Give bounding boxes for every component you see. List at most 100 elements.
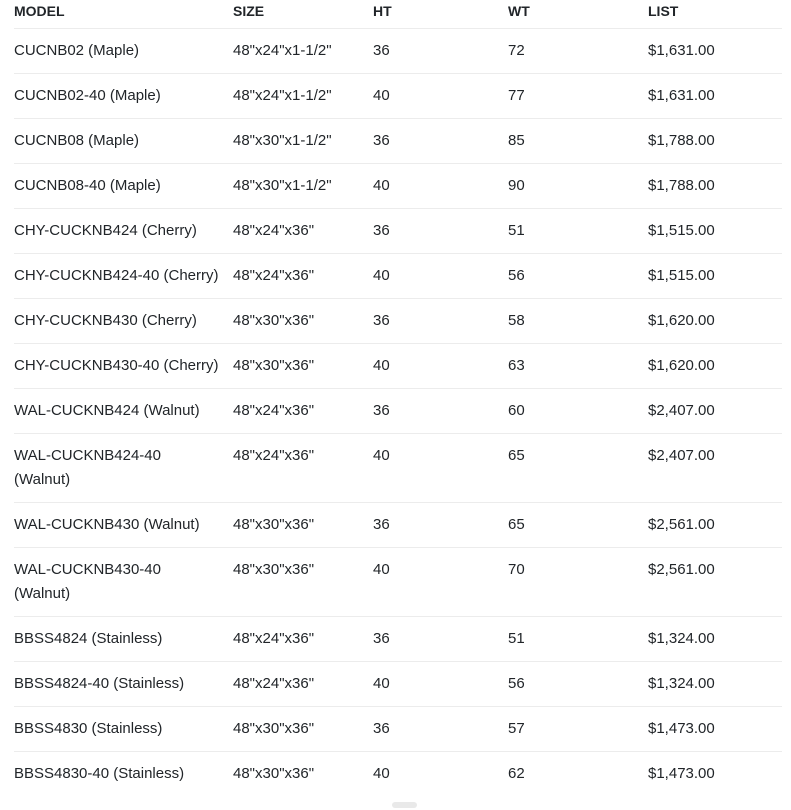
cell-list: $1,788.00 (648, 118, 782, 164)
cell-list: $1,515.00 (648, 253, 782, 299)
cell-model: CUCNB08-40 (Maple) (14, 163, 233, 209)
cell-size: 48"x24"x36" (233, 388, 373, 434)
cell-model: CUCNB08 (Maple) (14, 118, 233, 164)
cell-model: BBSS4830 (Stainless) (14, 706, 233, 752)
cell-ht: 36 (373, 208, 508, 254)
cell-ht: 36 (373, 388, 508, 434)
table-row: CHY-CUCKNB424-40 (Cherry) 48"x24"x36" 40 56… (14, 253, 782, 299)
cell-model: WAL-CUCKNB424 (Walnut) (14, 388, 233, 434)
cell-size: 48"x30"x36" (233, 502, 373, 548)
cell-list: $2,561.00 (648, 547, 782, 617)
cell-wt: 70 (508, 547, 648, 617)
cell-size: 48"x24"x36" (233, 253, 373, 299)
cell-ht: 40 (373, 253, 508, 299)
table-row: BBSS4830-40 (Stainless) 48"x30"x36" 40 62 $1… (14, 751, 782, 796)
cell-list: $1,515.00 (648, 208, 782, 254)
cell-ht: 36 (373, 616, 508, 662)
cell-list: $1,631.00 (648, 28, 782, 74)
table-row: WAL-CUCKNB424-40 (Walnut) 48"x24"x36" 40 65… (14, 433, 782, 503)
cell-model: BBSS4830-40 (Stainless) (14, 751, 233, 796)
cell-size: 48"x30"x36" (233, 343, 373, 389)
cell-ht: 40 (373, 163, 508, 209)
table-row: CHY-CUCKNB430-40 (Cherry) 48"x30"x36" 40 63… (14, 343, 782, 389)
cell-model: CHY-CUCKNB424 (Cherry) (14, 208, 233, 254)
cell-size: 48"x24"x1-1/2" (233, 73, 373, 119)
cell-list: $2,407.00 (648, 433, 782, 503)
cell-wt: 57 (508, 706, 648, 752)
cell-wt: 60 (508, 388, 648, 434)
cell-ht: 40 (373, 751, 508, 796)
cell-wt: 77 (508, 73, 648, 119)
cell-ht: 40 (373, 433, 508, 503)
column-header-list: LIST (648, 0, 782, 29)
cell-model: WAL-CUCKNB424-40 (Walnut) (14, 433, 233, 503)
cell-list: $1,473.00 (648, 751, 782, 796)
cell-wt: 65 (508, 502, 648, 548)
table-row: CUCNB02 (Maple) 48"x24"x1-1/2" 36 72 $1,631.… (14, 28, 782, 74)
column-header-model: MODEL (14, 0, 233, 29)
table-row: CHY-CUCKNB430 (Cherry) 48"x30"x36" 36 58 $1,… (14, 298, 782, 344)
cell-model: WAL-CUCKNB430-40 (Walnut) (14, 547, 233, 617)
cell-ht: 36 (373, 298, 508, 344)
cell-wt: 63 (508, 343, 648, 389)
cell-wt: 58 (508, 298, 648, 344)
table-row: CHY-CUCKNB424 (Cherry) 48"x24"x36" 36 51 $1,… (14, 208, 782, 254)
cell-size: 48"x30"x1-1/2" (233, 163, 373, 209)
cell-list: $1,620.00 (648, 343, 782, 389)
product-price-table: MODEL SIZE HT WT LIST CUCNB02 (Maple) 48"… (14, 0, 782, 796)
cell-ht: 40 (373, 73, 508, 119)
cell-size: 48"x30"x36" (233, 751, 373, 796)
cell-list: $2,561.00 (648, 502, 782, 548)
table-row: WAL-CUCKNB424 (Walnut) 48"x24"x36" 36 60 $2,… (14, 388, 782, 434)
cell-size: 48"x30"x36" (233, 547, 373, 617)
cell-size: 48"x24"x1-1/2" (233, 28, 373, 74)
cell-size: 48"x24"x36" (233, 661, 373, 707)
cell-size: 48"x24"x36" (233, 208, 373, 254)
cell-ht: 40 (373, 547, 508, 617)
cell-ht: 40 (373, 661, 508, 707)
column-header-wt: WT (508, 0, 648, 29)
cell-ht: 40 (373, 343, 508, 389)
cell-model: BBSS4824-40 (Stainless) (14, 661, 233, 707)
cell-model: CHY-CUCKNB430 (Cherry) (14, 298, 233, 344)
table-row: BBSS4824-40 (Stainless) 48"x24"x36" 40 56 $1… (14, 661, 782, 707)
table-row: CUCNB02-40 (Maple) 48"x24"x1-1/2" 40 77 $1,6… (14, 73, 782, 119)
table-row: CUCNB08-40 (Maple) 48"x30"x1-1/2" 40 90 $1,7… (14, 163, 782, 209)
cell-size: 48"x24"x36" (233, 616, 373, 662)
cell-model: CHY-CUCKNB424-40 (Cherry) (14, 253, 233, 299)
cell-ht: 36 (373, 118, 508, 164)
cell-wt: 65 (508, 433, 648, 503)
cell-wt: 56 (508, 253, 648, 299)
cell-list: $1,631.00 (648, 73, 782, 119)
cell-model: BBSS4824 (Stainless) (14, 616, 233, 662)
cell-wt: 51 (508, 208, 648, 254)
cell-model: CUCNB02 (Maple) (14, 28, 233, 74)
cell-model: WAL-CUCKNB430 (Walnut) (14, 502, 233, 548)
cell-size: 48"x30"x36" (233, 298, 373, 344)
cell-list: $2,407.00 (648, 388, 782, 434)
cell-ht: 36 (373, 502, 508, 548)
table-row: BBSS4830 (Stainless) 48"x30"x36" 36 57 $1,47… (14, 706, 782, 752)
column-header-size: SIZE (233, 0, 373, 29)
cell-list: $1,473.00 (648, 706, 782, 752)
table-row: BBSS4824 (Stainless) 48"x24"x36" 36 51 $1,32… (14, 616, 782, 662)
cell-ht: 36 (373, 706, 508, 752)
table-row: CUCNB08 (Maple) 48"x30"x1-1/2" 36 85 $1,788.… (14, 118, 782, 164)
cell-wt: 56 (508, 661, 648, 707)
cell-model: CUCNB02-40 (Maple) (14, 73, 233, 119)
cell-wt: 72 (508, 28, 648, 74)
cell-size: 48"x30"x36" (233, 706, 373, 752)
cell-wt: 51 (508, 616, 648, 662)
cell-list: $1,788.00 (648, 163, 782, 209)
cell-wt: 90 (508, 163, 648, 209)
cell-list: $1,620.00 (648, 298, 782, 344)
cell-size: 48"x24"x36" (233, 433, 373, 503)
cell-wt: 62 (508, 751, 648, 796)
cell-size: 48"x30"x1-1/2" (233, 118, 373, 164)
table-row: WAL-CUCKNB430 (Walnut) 48"x30"x36" 36 65 $2,… (14, 502, 782, 548)
cell-model: CHY-CUCKNB430-40 (Cherry) (14, 343, 233, 389)
table-header-row: MODEL SIZE HT WT LIST (14, 0, 782, 29)
cell-list: $1,324.00 (648, 616, 782, 662)
cell-ht: 36 (373, 28, 508, 74)
